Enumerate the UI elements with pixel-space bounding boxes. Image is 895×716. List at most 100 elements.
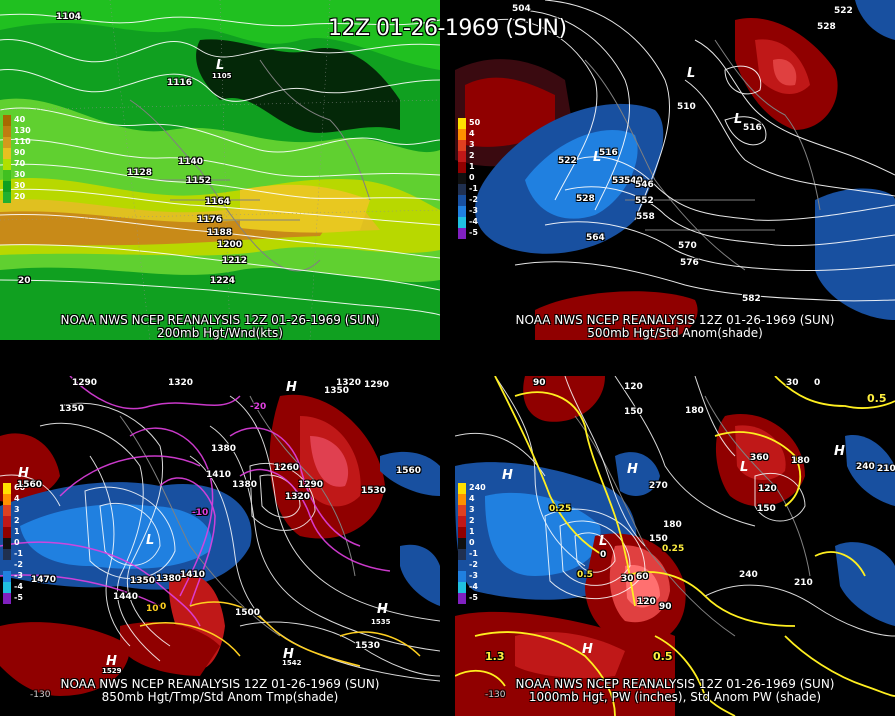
contour-label: 180 <box>685 406 704 416</box>
contour-label: 1152 <box>186 176 212 186</box>
legend-label: 1 <box>469 162 475 171</box>
contour-label: 1530 <box>361 486 387 496</box>
panel-500mb-caption-2: 500mb Hgt/Std Anom(shade) <box>587 326 763 340</box>
legend-swatch <box>458 228 466 239</box>
high-pressure-marker: H <box>286 380 297 395</box>
temp-label: -10 <box>192 508 209 518</box>
contour-label: 270 <box>649 481 668 491</box>
contour-label: 1140 <box>178 157 204 167</box>
contour-label: 90 <box>533 378 546 388</box>
panel-200mb-map <box>0 0 440 340</box>
contour-label: 240 <box>856 462 875 472</box>
contour-label: 1200 <box>217 240 243 250</box>
legend-swatch <box>458 151 466 162</box>
longitude-label: -130 <box>30 690 51 700</box>
panel-200mb-caption-2: 200mb Hgt/Wnd(kts) <box>157 326 283 340</box>
contour-label: 90 <box>659 602 672 612</box>
legend-swatch <box>458 184 466 195</box>
legend-label: 70 <box>14 159 26 168</box>
pw-label: 0.25 <box>662 544 685 554</box>
legend-swatch <box>3 538 11 549</box>
legend-label: 130 <box>14 126 31 135</box>
panel-200mb-caption-1: NOAA NWS NCEP REANALYSIS 12Z 01-26-1969 … <box>60 313 380 327</box>
contour-label: 516 <box>599 148 618 158</box>
legend-label: 2 <box>469 516 475 525</box>
legend-label: 20 <box>14 192 26 201</box>
contour-label: 522 <box>834 6 853 16</box>
contour-label: 522 <box>558 156 577 166</box>
high-pressure-marker: H <box>18 466 29 481</box>
high-pressure-marker: H <box>377 602 388 617</box>
wind-label: 20 <box>18 276 31 286</box>
panel-500mb-map <box>455 0 895 340</box>
contour-label: 558 <box>636 212 655 222</box>
contour-label: 60 <box>636 572 649 582</box>
legend-swatch <box>458 494 466 505</box>
contour-label: 1116 <box>167 78 193 88</box>
contour-label: 1290 <box>298 480 324 490</box>
legend-label: 2 <box>14 516 20 525</box>
legend-swatch <box>458 173 466 184</box>
contour-label: 210 <box>877 464 895 474</box>
high-pressure-marker: H <box>582 642 593 657</box>
legend-label: 0 <box>469 538 475 547</box>
legend-swatch <box>458 538 466 549</box>
legend-label: -2 <box>14 560 23 569</box>
high-pressure-marker: H <box>283 647 294 662</box>
low-pressure-marker: L <box>734 112 743 127</box>
legend-swatch <box>458 549 466 560</box>
main-title: 12Z 01-26-1969 (SUN) <box>328 16 567 41</box>
legend-label: -2 <box>469 560 478 569</box>
contour-label: 30 <box>786 378 799 388</box>
contour-label: 1104 <box>56 12 82 22</box>
legend-swatch <box>3 560 11 571</box>
contour-label: 0 <box>600 550 607 560</box>
pw-label: 0.5 <box>867 392 887 405</box>
legend-swatch <box>458 118 466 129</box>
legend-label: 50 <box>469 118 481 127</box>
contour-label: 1380 <box>156 574 182 584</box>
contour-label: 564 <box>586 233 605 243</box>
pw-label: 1.3 <box>485 650 505 663</box>
legend-swatch <box>3 549 11 560</box>
contour-label: 120 <box>637 597 656 607</box>
contour-label: 210 <box>794 578 813 588</box>
contour-label: 528 <box>576 194 595 204</box>
legend-swatch <box>458 527 466 538</box>
contour-label: 120 <box>624 382 643 392</box>
contour-label: 1380 <box>211 444 237 454</box>
contour-label: 1290 <box>72 378 98 388</box>
legend-swatch <box>3 115 11 126</box>
legend-swatch <box>458 483 466 494</box>
legend-label: -4 <box>14 582 23 591</box>
contour-label: 1560 <box>396 466 422 476</box>
legend-swatch <box>458 140 466 151</box>
contour-label: 504 <box>512 4 531 14</box>
contour-label: 0 <box>814 378 821 388</box>
high-pressure-marker: H <box>502 468 513 483</box>
contour-label: 240 <box>739 570 758 580</box>
legend-label: -3 <box>14 571 23 580</box>
contour-label: 1350 <box>59 404 85 414</box>
legend-label: 240 <box>469 483 486 492</box>
panel-500mb-caption-1: NOAA NWS NCEP REANALYSIS 12Z 01-26-1969 … <box>515 313 835 327</box>
legend-swatch <box>458 571 466 582</box>
panel-850mb-map <box>0 376 440 716</box>
high-pressure-marker: H <box>106 654 117 669</box>
legend-label: 90 <box>14 148 26 157</box>
legend-label: -4 <box>469 582 478 591</box>
legend-label: 30 <box>14 170 26 179</box>
legend-label: 0 <box>469 173 475 182</box>
contour-label: 1560 <box>17 480 43 490</box>
contour-label: 150 <box>649 534 668 544</box>
low-pressure-marker: L <box>740 460 749 475</box>
high-pressure-marker: H <box>834 444 845 459</box>
contour-label: 1440 <box>113 592 139 602</box>
legend-label: 3 <box>14 505 20 514</box>
contour-label: 120 <box>758 484 777 494</box>
contour-label: 150 <box>624 407 643 417</box>
temp-label: 0 <box>160 602 167 612</box>
pw-label: 0.25 <box>549 504 572 514</box>
legend-swatch <box>3 181 11 192</box>
